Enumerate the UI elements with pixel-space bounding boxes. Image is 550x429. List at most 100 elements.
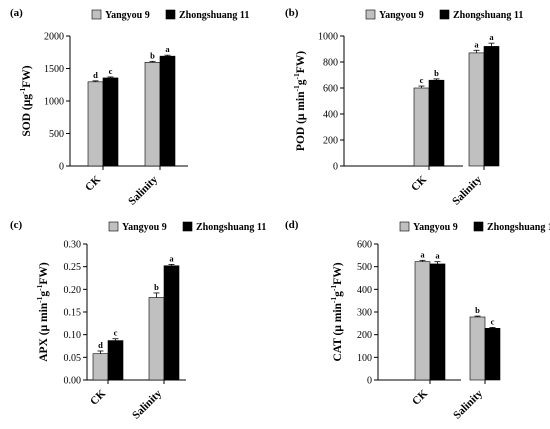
legend-swatch-yangyou-9 xyxy=(365,9,376,20)
y-tick-label: 1500 xyxy=(44,64,64,75)
legend-label-zhongshuang-11: Zhongshuang 11 xyxy=(179,10,249,21)
bar-zhongshuang-11-ck xyxy=(107,340,124,381)
significance-letter: d xyxy=(93,70,98,80)
significance-letter: a xyxy=(420,249,425,259)
x-tick-label-ck: CK xyxy=(88,387,108,407)
bar-zhongshuang-11-salinity xyxy=(484,328,501,381)
bar-yangyou-9-salinity xyxy=(144,62,161,167)
significance-letter: b xyxy=(150,50,155,60)
y-tick-label: 0.15 xyxy=(64,308,82,319)
panel-label: (a) xyxy=(10,7,23,19)
legend-label-yangyou-9: Yangyou 9 xyxy=(122,222,167,233)
bar-zhongshuang-11-salinity xyxy=(163,265,180,381)
y-tick-label: 100 xyxy=(357,353,372,364)
y-tick-label: 0.05 xyxy=(64,353,82,364)
y-tick-label: 600 xyxy=(323,84,338,95)
y-tick-label: 600 xyxy=(357,240,372,251)
y-axis-title-part: SOD (μg xyxy=(21,94,33,137)
y-axis-title: POD (μ min-1g-1FW) xyxy=(292,51,307,151)
x-tick-label-ck: CK xyxy=(409,173,429,193)
bar-yangyou-9-salinity xyxy=(469,316,486,381)
legend-swatch-zhongshuang-11 xyxy=(182,221,193,232)
bar-yangyou-9-ck xyxy=(414,261,431,381)
y-tick-label: 400 xyxy=(357,285,372,296)
y-tick-label: 0 xyxy=(59,162,64,173)
y-axis-title-part: POD (μ min xyxy=(295,91,307,151)
y-axis-title-part: APX (μ min xyxy=(38,302,50,362)
significance-letter: a xyxy=(435,251,440,261)
legend-label-zhongshuang-11: Zhongshuang 11 xyxy=(196,222,266,233)
legend-label-yangyou-9: Yangyou 9 xyxy=(379,10,424,21)
significance-letter: a xyxy=(489,32,494,42)
y-axis-title-part: g xyxy=(332,291,344,297)
y-axis-title-superscript: -1 xyxy=(292,85,301,91)
y-axis-title-superscript: -1 xyxy=(292,73,301,79)
y-axis-title-part: CAT (μ min xyxy=(332,302,344,361)
significance-letter: c xyxy=(491,316,495,326)
y-tick-label: 500 xyxy=(357,262,372,273)
y-axis-title-part: FW) xyxy=(21,65,33,88)
significance-letter: b xyxy=(475,305,480,315)
y-tick-label: 1000 xyxy=(318,32,338,43)
bar-yangyou-9-salinity xyxy=(148,297,165,381)
legend-swatch-zhongshuang-11 xyxy=(439,9,450,20)
y-axis-title-superscript: -1 xyxy=(35,296,44,302)
legend-label-zhongshuang-11: Zhongshuang 11 xyxy=(453,10,523,21)
x-tick-label-ck: CK xyxy=(410,387,430,407)
y-axis-title-superscript: -1 xyxy=(18,87,27,93)
x-tick-label-salinity: Salinity xyxy=(451,387,485,421)
y-tick-label: 0.00 xyxy=(64,376,82,387)
legend-swatch-zhongshuang-11 xyxy=(165,9,176,20)
significance-letter: b xyxy=(154,282,159,292)
x-tick-label-ck: CK xyxy=(83,173,103,193)
bar-zhongshuang-11-ck xyxy=(428,79,445,167)
y-axis-title-superscript: -1 xyxy=(329,297,338,303)
y-axis-title-part: g xyxy=(38,291,50,297)
significance-letter: c xyxy=(420,75,424,85)
y-tick-label: 1000 xyxy=(44,97,64,108)
y-tick-label: 400 xyxy=(323,110,338,121)
y-axis-title-part: FW) xyxy=(295,51,307,74)
legend-swatch-zhongshuang-11 xyxy=(473,221,484,232)
y-axis-title: CAT (μ min-1g-1FW) xyxy=(329,262,344,361)
y-axis-title-part: FW) xyxy=(38,262,50,285)
y-tick-label: 0 xyxy=(333,162,338,173)
bar-yangyou-9-ck xyxy=(87,81,104,167)
legend-swatch-yangyou-9 xyxy=(91,9,102,20)
legend-label-zhongshuang-11: Zhongshuang 11 xyxy=(487,222,550,233)
legend-label-yangyou-9: Yangyou 9 xyxy=(105,10,150,21)
y-tick-label: 0 xyxy=(367,376,372,387)
y-axis-title: APX (μ min-1g-1FW) xyxy=(35,262,50,362)
bar-zhongshuang-11-salinity xyxy=(159,55,176,167)
bar-zhongshuang-11-ck xyxy=(102,77,119,167)
y-tick-label: 0.25 xyxy=(64,262,82,273)
bar-zhongshuang-11-ck xyxy=(429,263,446,381)
significance-letter: b xyxy=(434,68,439,78)
panel-b: (b) Yangyou 9 Zhongshuang 11 0 200 400 600 800 1… xyxy=(285,7,523,208)
y-tick-label: 500 xyxy=(49,129,64,140)
y-axis-title-superscript: -1 xyxy=(35,284,44,290)
significance-letter: a xyxy=(165,44,170,54)
legend-swatch-yangyou-9 xyxy=(399,221,410,232)
bar-yangyou-9-salinity xyxy=(468,52,485,167)
x-tick-label-salinity: Salinity xyxy=(130,387,164,421)
y-axis-title-superscript: -1 xyxy=(329,285,338,291)
bar-zhongshuang-11-salinity xyxy=(483,46,500,167)
x-tick-label-salinity: Salinity xyxy=(450,173,484,207)
significance-letter: d xyxy=(98,340,103,350)
x-tick-label-salinity: Salinity xyxy=(126,173,160,207)
bar-yangyou-9-ck xyxy=(413,87,430,167)
significance-letter: c xyxy=(114,328,118,338)
y-tick-label: 2000 xyxy=(44,32,64,43)
y-tick-label: 0.20 xyxy=(64,285,82,296)
y-tick-label: 200 xyxy=(357,330,372,341)
y-tick-label: 800 xyxy=(323,58,338,69)
legend-swatch-yangyou-9 xyxy=(108,221,119,232)
y-axis-title-part: FW) xyxy=(332,262,344,285)
legend-label-yangyou-9: Yangyou 9 xyxy=(413,222,458,233)
significance-letter: a xyxy=(474,39,479,49)
panel-d: (d) Yangyou 9 Zhongshuang 11 0 100 200 300 400 5… xyxy=(285,219,550,422)
panel-a: (a) Yangyou 9 Zhongshuang 11 0 500 1000 1500 20… xyxy=(10,7,249,208)
